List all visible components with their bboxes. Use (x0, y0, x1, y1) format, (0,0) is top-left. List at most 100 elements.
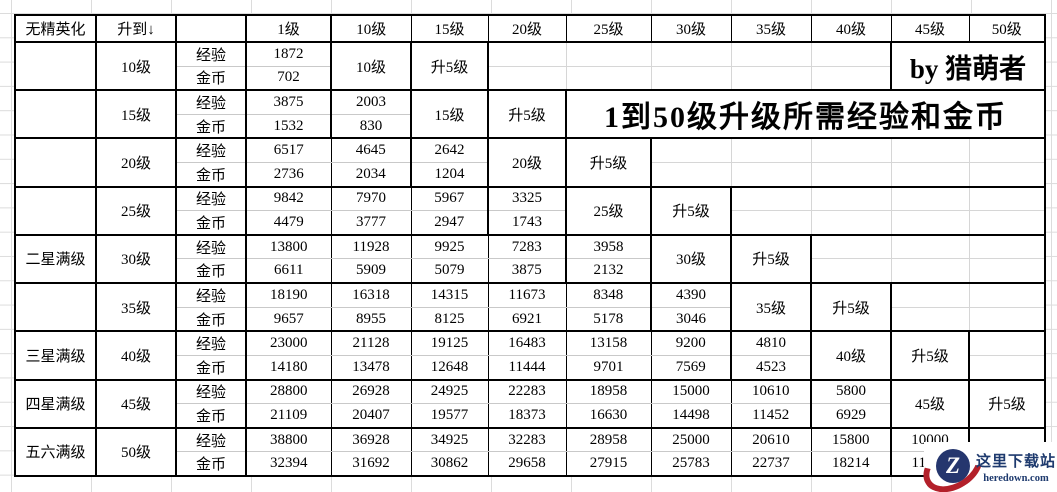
star-max-label-cell (14, 137, 97, 188)
gold-value-cell: 1204 (410, 162, 489, 188)
gold-row: 金币 4479 3777 2947 1743 (15, 210, 1046, 236)
exp-value-cell: 1872 (245, 40, 332, 67)
exp-value-cell: 14315 (410, 282, 489, 308)
gold-value-cell: 1743 (487, 210, 567, 236)
exp-value-cell: 5967 (410, 185, 489, 212)
exp-value-cell: 9842 (245, 185, 332, 212)
exp-value-cell: 7970 (330, 185, 412, 212)
star-max-label-cell: 二星满级 (14, 233, 97, 285)
gold-row: 金币 702 (15, 65, 1045, 92)
watermark-text: 这里下载站 heredown.com (976, 450, 1056, 484)
exp-value-cell: 28958 (565, 426, 652, 453)
gold-value-cell: 8955 (330, 306, 412, 333)
exp-value-cell: 11928 (330, 233, 412, 260)
level-diagonal-cell: 20级 (487, 137, 567, 188)
empty-cell (810, 137, 892, 164)
col-header-no-elite: 无精英化 (14, 14, 97, 43)
empty-cell (968, 210, 1046, 236)
empty-cell (650, 137, 732, 164)
exp-value-cell: 6517 (245, 137, 332, 164)
star-max-label-cell: 四星满级 (14, 378, 97, 429)
target-level-cell: 25级 (95, 185, 177, 236)
exp-value-cell: 22283 (487, 378, 567, 405)
empty-cell (968, 162, 1046, 188)
exp-value-cell: 19125 (410, 330, 489, 356)
level-diagonal-cell: 10级 (330, 40, 412, 92)
exp-row-label: 经验 (175, 426, 247, 453)
exp-value-cell: 5800 (810, 378, 892, 405)
exp-value-cell: 18958 (565, 378, 652, 405)
target-level-cell: 40级 (95, 330, 177, 381)
gold-value-cell: 6929 (810, 403, 892, 429)
exp-row-label: 经验 (175, 378, 247, 405)
empty-cell (730, 137, 812, 164)
exp-value-cell: 10610 (730, 378, 812, 405)
gold-value-cell: 11452 (730, 403, 812, 429)
gold-value-cell: 2947 (410, 210, 489, 236)
exp-row: 二星满级 30级 经验 13800 11928 9925 7283 3958 3… (14, 233, 1046, 285)
gold-value-cell: 5079 (410, 258, 489, 285)
table-title: 1到50级升级所需经验和金币 (565, 89, 1046, 140)
star-max-label-cell (14, 89, 97, 140)
target-level-cell: 30级 (95, 233, 177, 285)
gold-row: 金币 1532 830 (15, 113, 1045, 140)
target-level-cell: 35级 (95, 282, 177, 333)
gold-value-cell: 18214 (810, 451, 892, 478)
gold-value-cell: 18373 (487, 403, 567, 429)
up5-cell: 升5级 (810, 282, 892, 333)
empty-cell (890, 162, 970, 188)
header-row: 无精英化 升到↓ 1级 10级 15级 20级 25级 30级 35级 40级 … (14, 14, 1046, 43)
col-header-blank (175, 14, 247, 43)
target-level-cell: 20级 (95, 137, 177, 188)
up5-cell: 升5级 (650, 185, 732, 236)
gold-value-cell: 20407 (330, 403, 412, 429)
empty-cell (487, 65, 567, 92)
gold-value-cell: 14180 (245, 354, 332, 381)
gold-value-cell: 14498 (650, 403, 732, 429)
exp-row-label: 经验 (175, 40, 247, 67)
exp-row-label: 经验 (175, 282, 247, 308)
gold-value-cell: 3777 (330, 210, 412, 236)
level-diagonal-cell: 40级 (810, 330, 892, 381)
exp-row-label: 经验 (175, 330, 247, 356)
gold-row-label: 金币 (175, 258, 247, 285)
exp-row: 五六满级 50级 经验 38800 36928 34925 32283 2895… (14, 426, 1046, 478)
exp-row-label: 经验 (175, 137, 247, 164)
exp-value-cell: 2642 (410, 137, 489, 164)
exp-value-cell: 23000 (245, 330, 332, 356)
empty-cell (730, 162, 812, 188)
gold-value-cell: 9657 (245, 306, 332, 333)
exp-row-label: 经验 (175, 233, 247, 260)
empty-cell (890, 210, 970, 236)
exp-value-cell: 2003 (330, 89, 412, 115)
empty-cell (890, 258, 970, 285)
gold-value-cell: 3875 (487, 258, 567, 285)
empty-cell (810, 185, 892, 212)
exp-row: 35级 经验 18190 16318 14315 11673 8348 4390… (14, 282, 1046, 333)
watermark-logo-icon: Z (936, 449, 970, 483)
exp-value-cell: 15000 (650, 378, 732, 405)
exp-value-cell: 3958 (565, 233, 652, 260)
author-credit: by 猎萌者 (890, 40, 1046, 92)
gold-value-cell: 16630 (565, 403, 652, 429)
empty-cell (810, 40, 892, 67)
exp-value-cell: 26928 (330, 378, 412, 405)
gold-row: 金币 6611 5909 5079 3875 2132 (15, 258, 1046, 285)
empty-cell (810, 162, 892, 188)
exp-row: 10级 经验 1872 10级 升5级 by 猎萌者 (14, 40, 1046, 92)
exp-row-label: 经验 (175, 89, 247, 115)
star-max-label-cell: 三星满级 (14, 330, 97, 381)
gold-value-cell: 27915 (565, 451, 652, 478)
up5-cell: 升5级 (410, 40, 489, 92)
gold-value-cell: 11444 (487, 354, 567, 381)
empty-cell (650, 40, 732, 67)
gold-value-cell: 7569 (650, 354, 732, 381)
col-header-level-10: 10级 (330, 14, 412, 43)
exp-value-cell: 25000 (650, 426, 732, 453)
watermark-site-url: heredown.com (983, 473, 1049, 484)
gold-value-cell: 9701 (565, 354, 652, 381)
col-header-level-1: 1级 (245, 14, 332, 43)
col-header-level-45: 45级 (890, 14, 970, 43)
target-level-cell: 50级 (95, 426, 177, 478)
